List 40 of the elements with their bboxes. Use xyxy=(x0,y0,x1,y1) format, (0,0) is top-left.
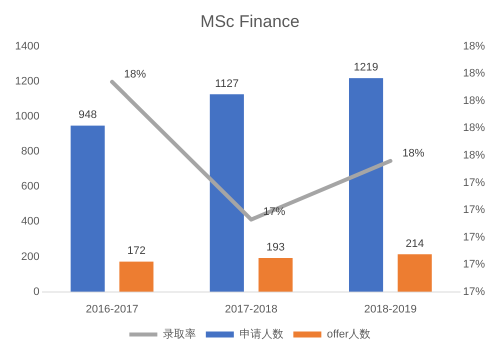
y2-tick-label: 17% xyxy=(462,231,486,244)
data-label: 18% xyxy=(124,68,146,80)
y-tick-label: 800 xyxy=(21,146,40,158)
bar xyxy=(70,126,105,292)
data-label: 948 xyxy=(78,109,97,122)
legend-label: 申请人数 xyxy=(239,328,284,341)
y2-tick-label: 17% xyxy=(462,286,486,298)
chart-title: MSc Finance xyxy=(200,12,300,31)
x-tick-label: 2016-2017 xyxy=(86,303,138,316)
y2-tick-label: 17% xyxy=(462,176,486,189)
y2-tick-label: 18% xyxy=(462,94,486,107)
bar xyxy=(398,254,432,292)
bar xyxy=(210,94,244,292)
y-tick-label: 400 xyxy=(21,216,40,228)
y2-tick-label: 18% xyxy=(462,122,486,134)
y-tick-label: 600 xyxy=(21,180,40,193)
bar xyxy=(119,262,154,292)
y2-tick-label: 18% xyxy=(462,150,486,162)
data-label: 214 xyxy=(406,238,424,250)
y2-tick-label: 18% xyxy=(462,40,486,52)
y2-tick-label: 17% xyxy=(462,258,486,271)
legend-label: offer人数 xyxy=(326,328,371,341)
data-label: 1219 xyxy=(354,62,378,74)
data-label: 17% xyxy=(263,206,286,218)
y-tick-label: 0 xyxy=(33,286,40,298)
data-label: 172 xyxy=(127,245,146,258)
data-label: 193 xyxy=(266,242,285,254)
x-tick-label: 2017-2018 xyxy=(224,303,278,316)
x-tick-label: 2018-2019 xyxy=(364,303,417,316)
y-tick-label: 200 xyxy=(21,250,40,263)
y-tick-label: 1400 xyxy=(14,40,40,52)
legend-label: 录取率 xyxy=(162,328,196,341)
y2-tick-label: 17% xyxy=(462,204,486,216)
bar xyxy=(258,258,293,292)
bar xyxy=(348,78,384,292)
data-label: 18% xyxy=(402,147,425,160)
y2-tick-label: 18% xyxy=(462,68,486,80)
y-tick-label: 1000 xyxy=(14,110,40,123)
data-label: 1127 xyxy=(215,78,239,90)
y-tick-label: 1200 xyxy=(14,75,40,88)
